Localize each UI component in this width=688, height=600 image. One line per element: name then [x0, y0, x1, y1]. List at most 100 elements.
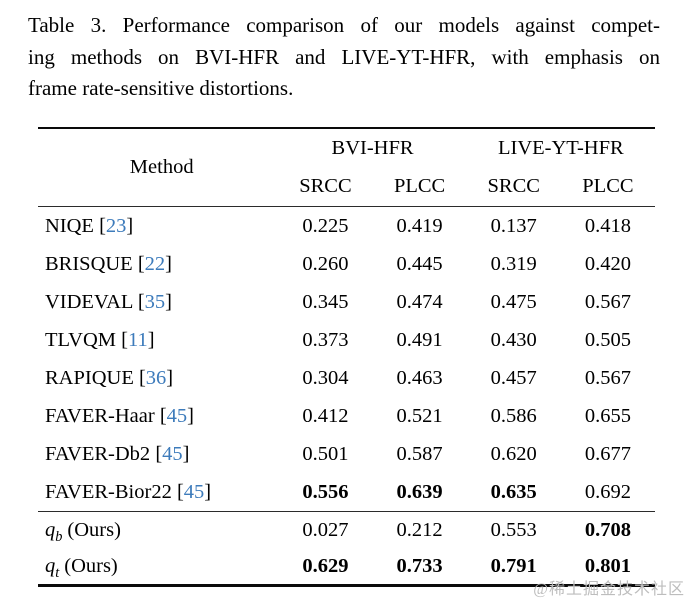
method-cell: TLVQM [11] — [38, 321, 278, 359]
bracket: ] — [166, 366, 174, 389]
metric-cell: 0.304 — [302, 366, 349, 389]
citation-link[interactable]: 11 — [127, 328, 148, 351]
metric-cell: 0.419 — [396, 214, 443, 237]
method-cell: FAVER-Bior22 [45] — [38, 473, 279, 512]
metric-cell: 0.445 — [396, 252, 443, 275]
metric-cell: 0.567 — [584, 366, 631, 389]
metric-cell: 0.692 — [560, 473, 655, 512]
bracket: [ — [159, 404, 167, 427]
metric-cell: 0.801 — [584, 554, 631, 577]
caption-line: frame rate-sensitive distortions. — [28, 76, 294, 100]
metric-cell: 0.212 — [396, 518, 443, 541]
bracket: ] — [126, 214, 134, 237]
bracket: [ — [99, 214, 106, 237]
metric-cell: 0.677 — [584, 442, 631, 465]
table-row-ours-qt: qt (Ours) 0.629 0.733 0.791 0.801 — [38, 548, 655, 586]
column-group-live-yt-hfr: LIVE-YT-HFR — [498, 136, 624, 159]
table-row: FAVER-Bior22 [45] 0.556 0.639 0.635 0.69… — [38, 473, 655, 512]
metric-cell: 0.620 — [490, 442, 537, 465]
table-row: VIDEVAL [35] 0.345 0.474 0.475 0.567 — [38, 283, 655, 321]
caption-line: ing methods on BVI-HFR and LIVE-YT-HFR, … — [28, 44, 660, 69]
method-label: RAPIQUE — [45, 366, 134, 389]
bracket: ] — [187, 404, 194, 427]
method-label: TLVQM — [45, 328, 116, 351]
method-label: FAVER-Bior22 — [45, 480, 172, 503]
watermark-text: @稀土掘金技术社区 — [533, 581, 685, 598]
bracket: [ — [176, 480, 184, 503]
metric-cell: 0.553 — [490, 518, 537, 541]
metric-cell: 0.501 — [302, 442, 349, 465]
bracket: ] — [165, 290, 172, 313]
citation-link[interactable]: 35 — [144, 290, 166, 313]
metric-cell: 0.491 — [396, 328, 443, 351]
citation-link[interactable]: 45 — [166, 404, 188, 427]
table-caption: Table 3. Performance comparison of our m… — [28, 10, 660, 105]
ours-suffix: (Ours) — [64, 554, 118, 577]
bracket: [ — [137, 290, 145, 313]
ours-suffix: (Ours) — [67, 518, 121, 541]
metric-cell: 0.027 — [302, 518, 349, 541]
table-row: TLVQM [11] 0.373 0.491 0.430 0.505 — [38, 321, 655, 359]
math-variable: q — [45, 554, 56, 577]
column-header-method: Method — [38, 128, 279, 207]
caption-line: Table 3. Performance comparison of our m… — [28, 13, 660, 37]
math-variable: q — [45, 518, 56, 541]
metric-cell: 0.521 — [396, 404, 443, 427]
bracket: ] — [204, 480, 212, 503]
metric-cell: 0.418 — [584, 214, 631, 237]
method-cell: qt (Ours) — [38, 548, 278, 586]
metric-cell: 0.260 — [302, 252, 349, 275]
method-label: NIQE — [45, 214, 94, 237]
metric-cell: 0.430 — [490, 328, 537, 351]
method-label: BRISQUE — [45, 252, 133, 275]
table-row: FAVER-Haar [45] 0.412 0.521 0.586 0.655 — [38, 397, 655, 435]
citation-link[interactable]: 45 — [183, 480, 205, 503]
metric-cell: 0.733 — [396, 554, 443, 577]
table-row: FAVER-Db2 [45] 0.501 0.587 0.620 0.677 — [38, 435, 655, 473]
column-header-plcc: PLCC — [560, 167, 655, 207]
metric-cell: 0.319 — [490, 252, 537, 275]
math-subscript: t — [55, 564, 60, 581]
metric-cell: 0.708 — [584, 518, 631, 541]
performance-table: Method BVI-HFR LIVE-YT-HFR SRCC PLCC SRC… — [38, 127, 655, 587]
method-cell: qb (Ours) — [38, 512, 278, 549]
bracket: [ — [138, 366, 146, 389]
table-row: NIQE [23] 0.225 0.419 0.137 0.418 — [38, 207, 655, 246]
metric-cell: 0.137 — [490, 214, 537, 237]
table-row: BRISQUE [22] 0.260 0.445 0.319 0.420 — [38, 245, 655, 283]
column-header-srcc: SRCC — [466, 167, 561, 207]
citation-link[interactable]: 22 — [144, 252, 166, 275]
bracket: ] — [165, 252, 172, 275]
metric-cell: 0.475 — [490, 290, 537, 313]
metric-cell: 0.655 — [584, 404, 631, 427]
bracket: [ — [155, 442, 163, 465]
method-label: FAVER-Db2 — [45, 442, 151, 465]
metric-cell: 0.639 — [372, 473, 467, 512]
table-row-ours-qb: qb (Ours) 0.027 0.212 0.553 0.708 — [38, 512, 655, 549]
metric-cell: 0.505 — [584, 328, 631, 351]
citation-link[interactable]: 45 — [162, 442, 183, 465]
performance-table-container: Method BVI-HFR LIVE-YT-HFR SRCC PLCC SRC… — [38, 127, 655, 587]
column-header-srcc: SRCC — [278, 167, 373, 207]
metric-cell: 0.420 — [584, 252, 631, 275]
citation-link[interactable]: 36 — [145, 366, 167, 389]
method-cell: FAVER-Db2 [45] — [38, 435, 278, 473]
method-cell: RAPIQUE [36] — [38, 359, 278, 397]
header-metric-row: SRCC PLCC SRCC PLCC — [38, 167, 655, 207]
bracket: [ — [137, 252, 145, 275]
bracket: ] — [147, 328, 155, 351]
metric-cell: 0.373 — [302, 328, 349, 351]
column-group-bvi-hfr: BVI-HFR — [331, 136, 414, 159]
method-cell: VIDEVAL [35] — [38, 283, 278, 321]
column-header-plcc: PLCC — [372, 167, 467, 207]
metric-cell: 0.463 — [396, 366, 443, 389]
metric-cell: 0.225 — [302, 214, 349, 237]
citation-link[interactable]: 23 — [105, 214, 127, 237]
metric-cell: 0.635 — [466, 473, 561, 512]
metric-cell: 0.567 — [584, 290, 631, 313]
bracket: ] — [182, 442, 190, 465]
metric-cell: 0.457 — [490, 366, 537, 389]
metric-cell: 0.586 — [490, 404, 537, 427]
method-label: FAVER-Haar — [45, 404, 155, 427]
metric-cell: 0.629 — [302, 554, 349, 577]
